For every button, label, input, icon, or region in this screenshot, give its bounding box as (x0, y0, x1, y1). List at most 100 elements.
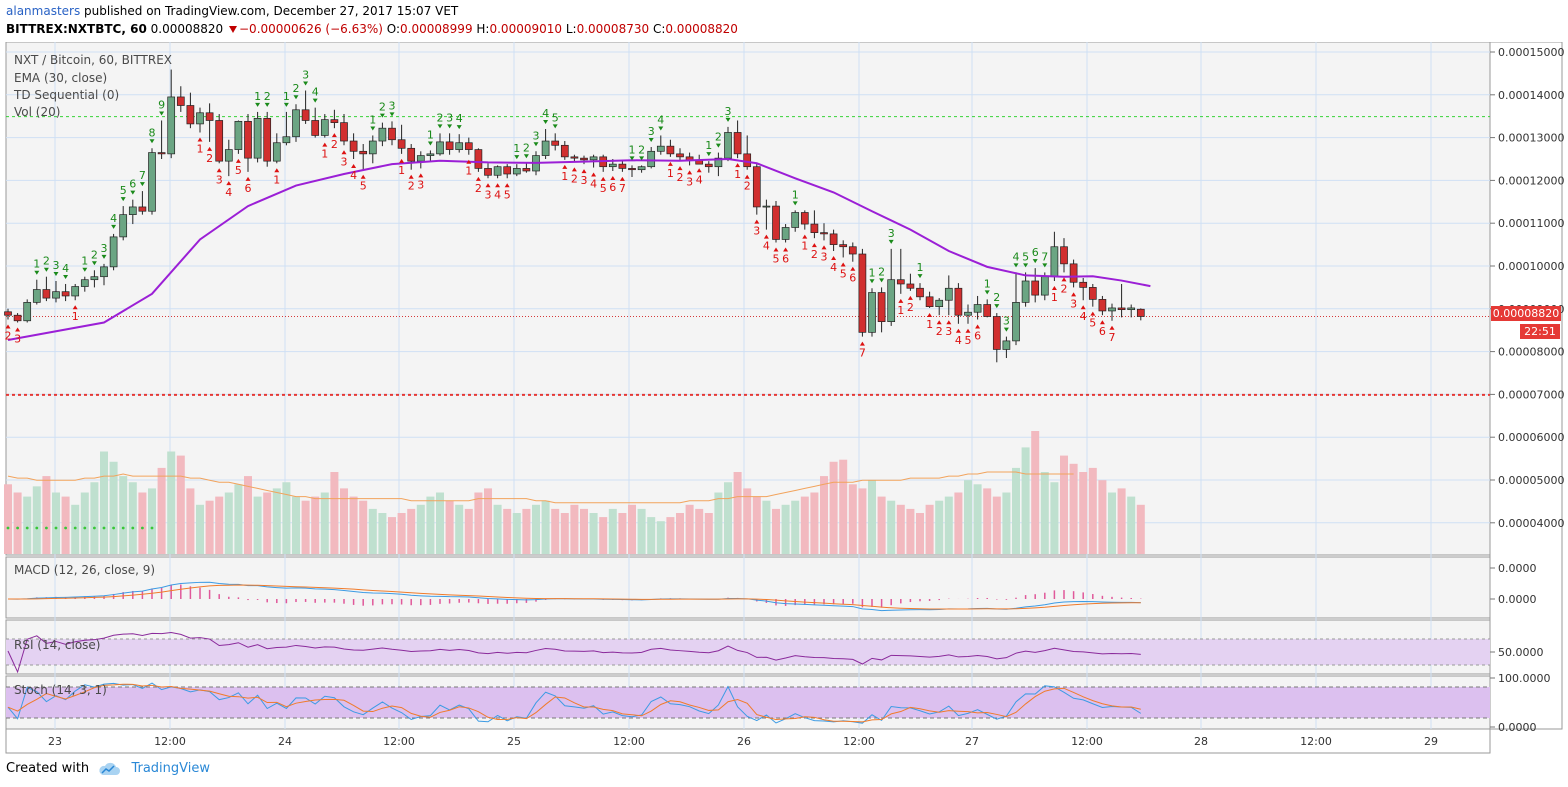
candle-body (820, 232, 828, 235)
td-buy-arrow (427, 141, 433, 146)
td-sell-count: 3 (417, 178, 424, 191)
td-buy-arrow (1023, 263, 1029, 268)
candle-body (503, 166, 512, 175)
volume-bar (983, 488, 992, 554)
stoch-band (6, 687, 1490, 718)
td-sell-arrow (610, 175, 616, 180)
time-tick-label: 23 (48, 735, 62, 748)
td-sell-arrow (1090, 311, 1096, 316)
volume-bar (205, 500, 214, 554)
td-buy-arrow (456, 125, 462, 130)
volume-bar (340, 488, 348, 554)
td-legend[interactable]: TD Sequential (0) (13, 88, 119, 102)
td-buy-arrow (283, 102, 289, 107)
stoch-legend[interactable]: Stoch (14, 3, 1) (14, 683, 107, 697)
volume-bar (1098, 480, 1107, 554)
volume-bar (666, 517, 675, 554)
td-sell-count: 5 (504, 188, 511, 201)
td-buy-count: 3 (101, 242, 108, 255)
macd-pane-bg (5, 556, 1491, 619)
volume-bar (992, 496, 1001, 554)
volume-bar (1060, 455, 1068, 554)
td-buy-arrow (984, 290, 990, 295)
candle-body (676, 153, 684, 158)
candle-body (810, 223, 819, 233)
td-sell-arrow (783, 247, 789, 252)
td-buy-arrow (648, 138, 654, 143)
volume-bar (532, 504, 540, 554)
candle-body (359, 150, 368, 155)
volume-bar (109, 461, 118, 554)
td-sell-arrow (245, 176, 251, 181)
td-sell-count: 2 (1061, 282, 1068, 295)
vol-legend[interactable]: Vol (20) (14, 105, 60, 119)
volume-bar (157, 467, 166, 554)
time-tick-label: 25 (507, 735, 521, 748)
td-buy-arrow (523, 154, 529, 159)
candle-body (32, 289, 41, 303)
macd-tick-label: 0.0000 (1498, 593, 1537, 606)
td-buy-count: 1 (984, 277, 991, 290)
volume-bar (887, 500, 896, 554)
td-buy-count: 2 (523, 141, 530, 154)
volume-bar (1021, 447, 1030, 554)
candle-body (647, 150, 656, 168)
td-sell-arrow (975, 324, 981, 329)
volume-bar (1040, 472, 1049, 554)
td-sell-count: 3 (341, 155, 348, 168)
candle-body (752, 166, 761, 208)
volume-bar (61, 496, 70, 554)
volume-bar (148, 488, 156, 554)
td-sell-arrow (831, 256, 837, 261)
td-buy-arrow (264, 102, 270, 107)
td-buy-count: 2 (379, 101, 386, 114)
td-buy-count: 4 (456, 112, 463, 125)
price-tick-label: 0.00006000 (1498, 431, 1564, 444)
td-sell-arrow (591, 172, 597, 177)
time-axis[interactable] (5, 728, 1491, 754)
candle-body (666, 145, 675, 155)
volume-bar (714, 492, 723, 554)
volume-bar (733, 472, 742, 554)
volume-bar (791, 500, 800, 554)
candle-body (407, 147, 416, 162)
td-sell-count: 4 (955, 334, 962, 347)
rsi-legend[interactable]: RSI (14, close) (14, 638, 100, 652)
candle-body (109, 236, 118, 268)
volume-bar (42, 476, 51, 554)
volume-dot (73, 526, 77, 530)
last-price-tag-label: 0.00008820 (1493, 307, 1559, 320)
rsi-band (6, 639, 1490, 665)
td-sell-arrow (226, 181, 232, 186)
td-buy-count: 4 (110, 212, 117, 225)
td-sell-arrow (360, 174, 366, 179)
ema-line (7, 157, 1151, 342)
candle-body (100, 266, 108, 278)
ema-legend[interactable]: EMA (30, close) (14, 71, 107, 85)
td-sell-arrow (485, 183, 491, 188)
stoch-k-line (7, 682, 1142, 724)
main-pane-bg (5, 42, 1491, 556)
low-value: 0.00008730 (576, 22, 650, 36)
close-label: C: (652, 22, 666, 36)
price-axis[interactable] (1489, 42, 1563, 730)
symbol-bar: BITTREX:NXTBTC, 60 0.00008820 −0.0000062… (6, 22, 738, 36)
td-sell-count: 1 (897, 304, 904, 317)
td-buy-arrow (303, 81, 309, 86)
td-sell-arrow (677, 166, 683, 171)
tradingview-link[interactable]: TradingView (131, 761, 210, 776)
candle-body (580, 157, 588, 161)
td-sell-arrow (235, 158, 241, 163)
author-link[interactable]: alanmasters (6, 4, 81, 18)
td-sell-arrow (72, 305, 78, 310)
candle-body (426, 153, 435, 156)
volume-bar (484, 488, 492, 554)
volume-bar (599, 517, 608, 554)
td-sell-count: 2 (408, 180, 415, 193)
macd-legend[interactable]: MACD (12, 26, close, 9) (14, 563, 155, 577)
td-sell-arrow (821, 245, 827, 250)
volume-bar (1079, 472, 1088, 554)
td-buy-arrow (514, 155, 520, 160)
